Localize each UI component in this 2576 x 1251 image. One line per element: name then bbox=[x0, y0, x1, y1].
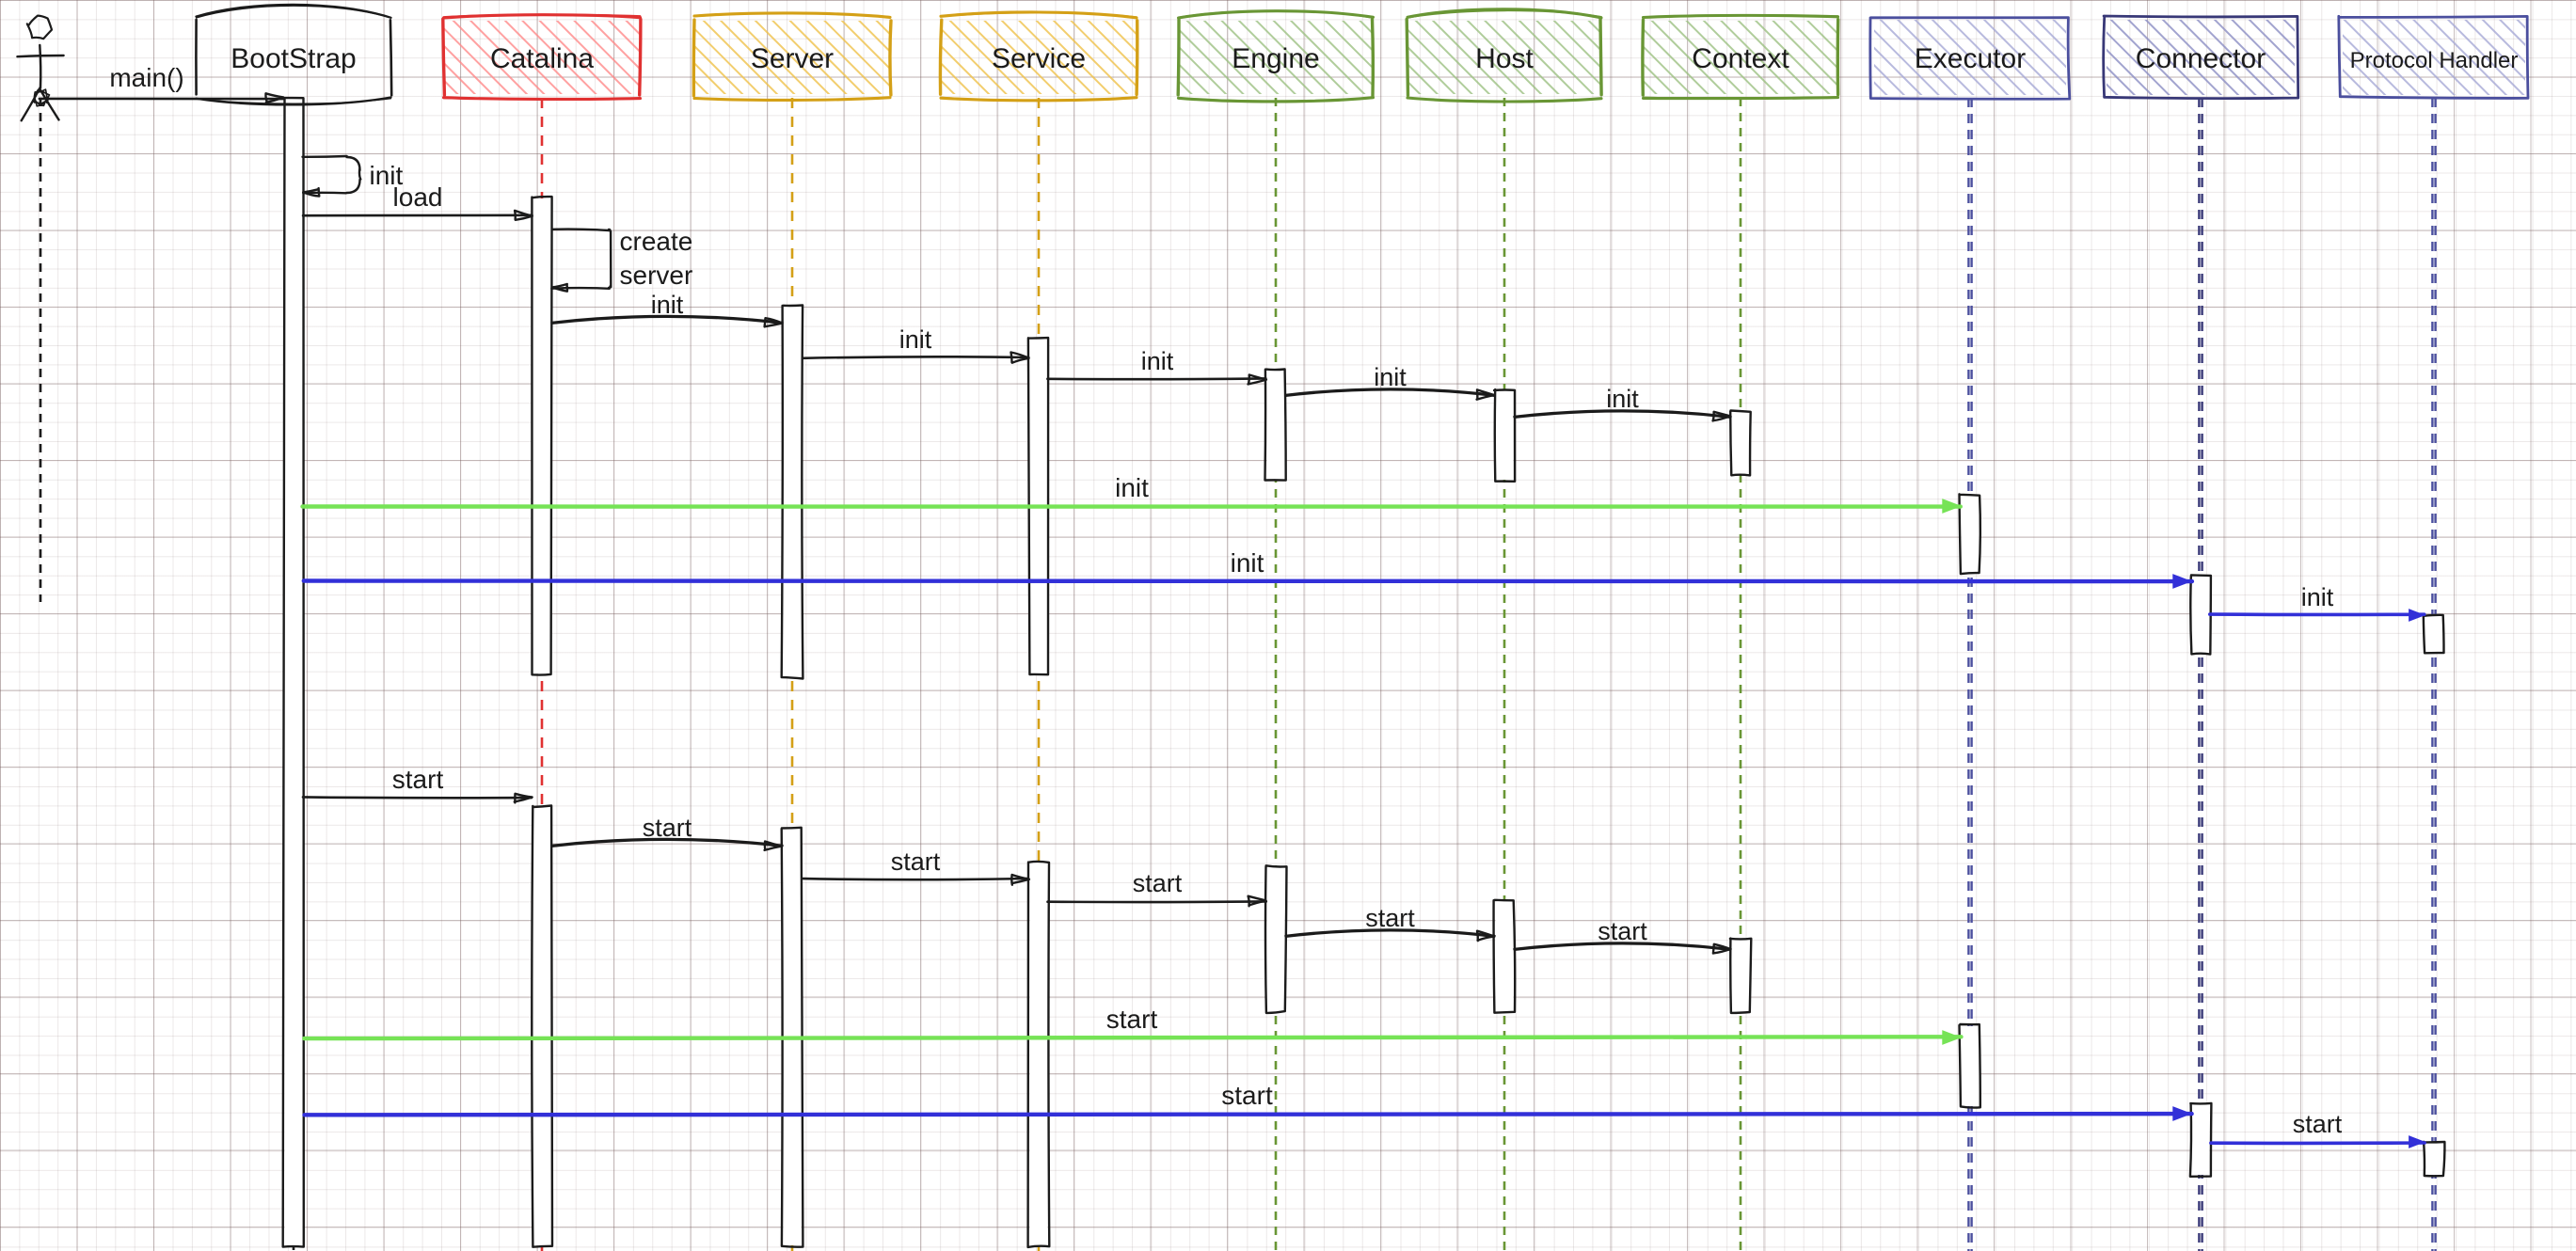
svg-text:start: start bbox=[392, 765, 444, 794]
svg-text:Context: Context bbox=[1692, 43, 1789, 74]
svg-text:Executor: Executor bbox=[1915, 43, 2026, 74]
svg-text:Engine: Engine bbox=[1232, 43, 1319, 74]
svg-text:init: init bbox=[2301, 583, 2334, 611]
svg-text:start: start bbox=[891, 847, 941, 876]
svg-text:load: load bbox=[393, 182, 443, 212]
svg-text:main(): main() bbox=[109, 63, 183, 92]
svg-text:init: init bbox=[1115, 473, 1149, 502]
svg-text:Server: Server bbox=[751, 43, 834, 74]
svg-text:Protocol Handler: Protocol Handler bbox=[2350, 48, 2519, 73]
svg-text:init: init bbox=[651, 291, 684, 319]
svg-text:create: create bbox=[620, 227, 693, 256]
svg-text:start: start bbox=[1598, 917, 1647, 945]
svg-text:init: init bbox=[899, 325, 932, 354]
svg-text:BootStrap: BootStrap bbox=[231, 43, 356, 74]
svg-text:start: start bbox=[1106, 1005, 1158, 1034]
svg-text:start: start bbox=[1365, 904, 1415, 932]
svg-text:init: init bbox=[1374, 363, 1407, 391]
svg-text:start: start bbox=[2293, 1110, 2343, 1138]
svg-text:Service: Service bbox=[992, 43, 1086, 74]
svg-text:Connector: Connector bbox=[2136, 43, 2266, 74]
svg-text:start: start bbox=[1221, 1081, 1273, 1110]
svg-text:start: start bbox=[643, 814, 692, 842]
svg-text:Catalina: Catalina bbox=[490, 43, 594, 74]
svg-text:init: init bbox=[1606, 385, 1639, 413]
svg-text:Host: Host bbox=[1475, 43, 1534, 74]
svg-text:init: init bbox=[1141, 347, 1174, 375]
svg-text:init: init bbox=[1231, 548, 1264, 578]
svg-text:start: start bbox=[1133, 869, 1183, 897]
svg-text:server: server bbox=[620, 261, 693, 290]
